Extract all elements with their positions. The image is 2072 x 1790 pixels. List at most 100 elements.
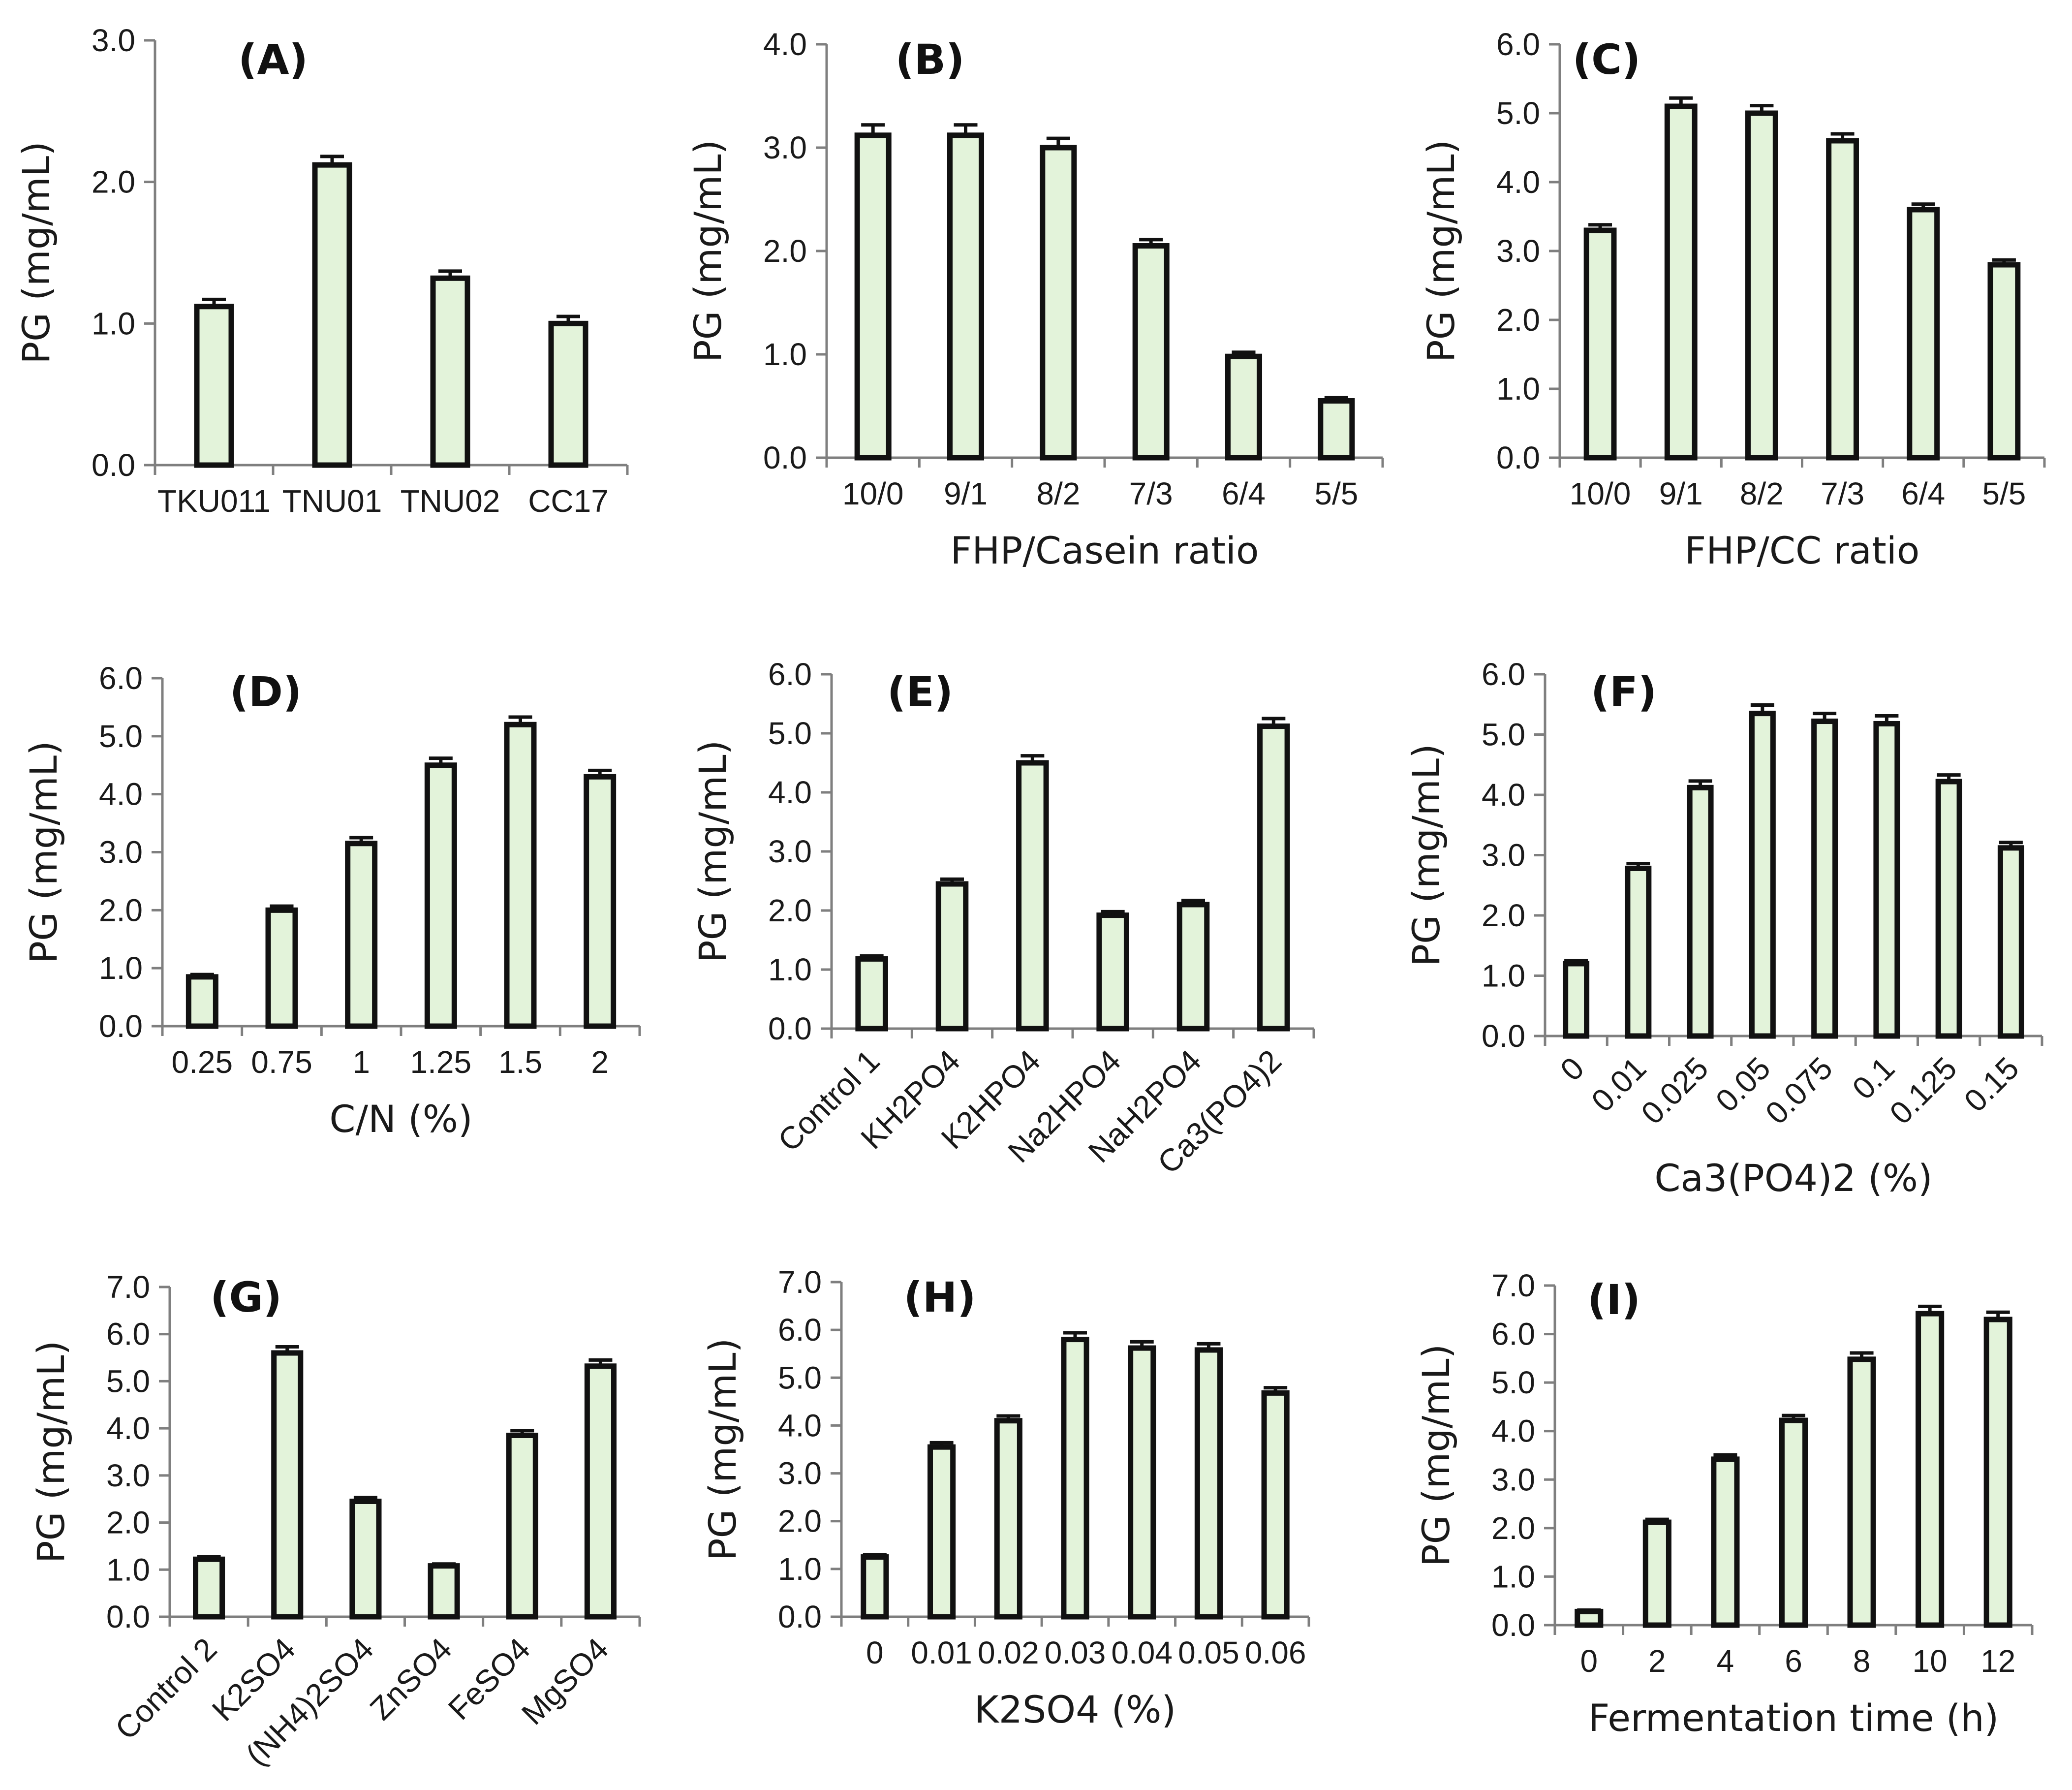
bar-h-6 [1261, 1390, 1290, 1620]
x-tick-label: 0.075 [1759, 1050, 1839, 1131]
chart-panel-d: 0.0 1.0 2.0 3.0 4.0 5.0 6.0 0.25 0.75 1 1.25 1.5 2 (D… [22, 660, 641, 1141]
y-tick-label: 1.0 [1491, 1559, 1535, 1594]
x-tick-label: 0 [866, 1635, 884, 1670]
panel-title: (E) [887, 668, 953, 716]
bar-a-3 [548, 320, 588, 468]
y-tick-label: 3.0 [99, 835, 143, 870]
y-tick-label: 4.0 [778, 1408, 822, 1443]
bar-i-4 [1847, 1356, 1876, 1628]
x-tick-label: 0.01 [911, 1635, 972, 1670]
x-tick-label: 6 [1785, 1643, 1802, 1679]
x-tick-label: 8 [1853, 1643, 1871, 1679]
x-tick-label: TNU02 [401, 483, 500, 519]
bar-i-5 [1916, 1311, 1945, 1628]
bar-e-5 [1257, 723, 1290, 1032]
bar-e-1 [935, 881, 969, 1032]
y-tick-label: 2.0 [99, 892, 143, 928]
chart-panel-a: 0.0 1.0 2.0 3.0 TKU011 TNU01 TNU02 CC17 (A) PG (m… [14, 23, 629, 519]
bar-f-2 [1687, 785, 1714, 1039]
y-axis-label: PG (mg/mL) [1414, 1344, 1458, 1567]
bar-b-4 [1225, 353, 1263, 461]
x-tick-label: 10/0 [842, 476, 904, 511]
chart-panel-i: 0.0 1.0 2.0 3.0 4.0 5.0 6.0 7.0 0 2 4 6 8 10 12 (I) PG (… [1414, 1268, 2034, 1740]
y-tick-label: 2.0 [1482, 898, 1525, 933]
y-tick-label: 7.0 [778, 1264, 822, 1300]
x-tick-label: 0.75 [251, 1044, 312, 1080]
bar-c-4 [1907, 207, 1940, 461]
bar-f-4 [1811, 719, 1838, 1039]
y-tick-label: 2.0 [106, 1505, 150, 1540]
y-tick-label: 0.0 [106, 1599, 150, 1634]
bar-f-6 [1935, 779, 1962, 1039]
y-tick-label: 4.0 [1496, 164, 1540, 200]
y-tick-label: 3.0 [1482, 838, 1525, 873]
y-tick-label: 2.0 [768, 893, 812, 928]
x-axis-label: K2SO4 (%) [974, 1688, 1176, 1731]
bar-i-1 [1642, 1519, 1671, 1628]
bar-c-1 [1664, 103, 1698, 461]
y-tick-label: 1.0 [1482, 958, 1525, 994]
y-tick-label: 3.0 [106, 1458, 150, 1493]
chart-panel-h: 0.01.02.03.04.05.06.07.00 0.01 0.02 0.03 0.0… [701, 1264, 1310, 1731]
bar-h-1 [928, 1444, 956, 1620]
bar-b-3 [1132, 243, 1170, 461]
x-tick-label: 12 [1980, 1643, 2015, 1679]
x-tick-label: TNU01 [282, 483, 382, 519]
x-axis-label: FHP/Casein ratio [951, 529, 1259, 572]
y-tick-label: 3.0 [1491, 1462, 1535, 1497]
y-tick-label: 1.0 [106, 1552, 150, 1587]
y-tick-label: 1.0 [778, 1551, 822, 1587]
x-tick-label: 9/1 [944, 476, 988, 511]
bar-d-0 [186, 974, 218, 1029]
x-tick-label: 0.25 [172, 1044, 233, 1080]
bar-d-5 [584, 774, 617, 1029]
bar-e-4 [1176, 902, 1210, 1032]
y-tick-label: 0.0 [778, 1599, 822, 1634]
bar-f-0 [1563, 961, 1590, 1039]
bar-g-4 [506, 1433, 538, 1620]
x-tick-label: TKU011 [157, 483, 271, 519]
y-tick-label: 0.0 [1496, 440, 1540, 475]
bar-i-6 [1983, 1317, 2012, 1628]
y-tick-label: 1.0 [763, 337, 807, 372]
y-tick-label: 2.0 [1491, 1510, 1535, 1546]
x-tick-label: 0.05 [1178, 1635, 1239, 1670]
x-tick-label: 0.04 [1111, 1635, 1173, 1670]
x-tick-label: 0 [1580, 1643, 1598, 1679]
y-tick-label: 5.0 [1496, 95, 1540, 131]
chart-panel-c: 0.0 1.0 2.0 3.0 4.0 5.0 6.0 10/0 9/1 8/2 7/3 6/4 5/5… [1419, 27, 2046, 572]
y-tick-label: 1.0 [99, 950, 143, 986]
bar-a-0 [194, 304, 234, 468]
x-tick-label: CC17 [528, 483, 609, 519]
x-tick-label: 10 [1913, 1643, 1948, 1679]
x-tick-label: 8/2 [1740, 476, 1784, 511]
bar-h-5 [1194, 1347, 1223, 1620]
panel-title: (H) [903, 1273, 976, 1321]
bar-e-3 [1096, 912, 1129, 1032]
y-tick-label: 3.0 [1496, 233, 1540, 269]
y-axis-label: PG (mg/mL) [701, 1338, 744, 1561]
x-tick-label: 0.03 [1045, 1635, 1106, 1670]
y-tick-label: 4.0 [1491, 1413, 1535, 1449]
bar-f-1 [1625, 865, 1652, 1039]
bar-d-3 [424, 762, 457, 1029]
y-tick-label: 6.0 [1491, 1317, 1535, 1352]
y-tick-label: 4.0 [106, 1411, 150, 1446]
y-tick-label: 6.0 [1482, 657, 1525, 692]
y-axis-label: PG (mg/mL) [686, 140, 730, 362]
y-axis-label: PG (mg/mL) [1404, 744, 1448, 966]
bar-h-3 [1061, 1337, 1089, 1620]
x-axis-label: Fermentation time (h) [1588, 1696, 1999, 1740]
bar-g-0 [193, 1556, 225, 1620]
panel-title: (I) [1587, 1276, 1640, 1324]
y-tick-label: 6.0 [1496, 27, 1540, 62]
bar-e-0 [855, 956, 888, 1032]
x-tick-label: 5/5 [1982, 476, 2026, 511]
x-tick-label: 0 [1553, 1050, 1591, 1088]
y-tick-label: 3.0 [768, 834, 812, 869]
y-tick-label: 6.0 [778, 1312, 822, 1348]
y-tick-label: 2.0 [1496, 302, 1540, 338]
y-tick-label: 2.0 [778, 1504, 822, 1539]
y-tick-label: 6.0 [99, 660, 143, 696]
